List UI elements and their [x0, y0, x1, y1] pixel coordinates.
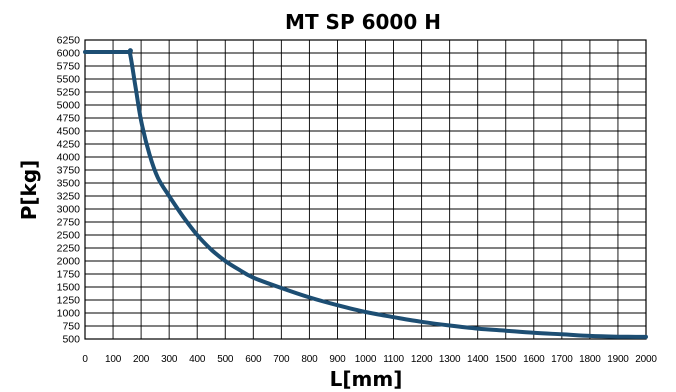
y-tick-label: 5250 [57, 87, 81, 99]
y-tick-label: 5500 [57, 74, 81, 86]
x-tick-label: 1500 [495, 354, 517, 365]
x-tick-label: 600 [245, 354, 262, 365]
y-tick-label: 4750 [57, 113, 81, 125]
grid [84, 39, 647, 340]
y-axis-label: P[kg] [17, 160, 41, 221]
x-tick-label: 1400 [467, 354, 489, 365]
x-tick-label: 500 [217, 354, 234, 365]
x-tick-label: 1300 [439, 354, 461, 365]
x-tick-label: 100 [105, 354, 122, 365]
x-tick-label: 1000 [355, 354, 377, 365]
y-tick-label: 3000 [57, 204, 81, 216]
y-tick-label: 500 [62, 334, 80, 346]
y-tick-label: 6000 [57, 48, 81, 60]
x-tick-label: 800 [301, 354, 318, 365]
series-group [83, 48, 648, 339]
y-tick-label: 1000 [57, 308, 81, 320]
y-tick-label: 4000 [57, 152, 81, 164]
x-tick-label: 200 [133, 354, 150, 365]
x-tick-label: 400 [189, 354, 206, 365]
y-tick-label: 4250 [57, 139, 81, 151]
y-tick-label: 3250 [57, 191, 81, 203]
x-tick-label: 300 [161, 354, 178, 365]
y-tick-label: 1250 [57, 295, 81, 307]
y-tick-label: 3750 [57, 165, 81, 177]
y-tick-label: 2750 [57, 217, 81, 229]
plot-frame [84, 39, 647, 340]
y-tick-label: 4500 [57, 126, 81, 138]
y-tick-label: 1500 [57, 282, 81, 294]
x-tick-label: 900 [329, 354, 346, 365]
y-tick-labels: 5007501000125015001750200022502500275030… [57, 35, 81, 346]
y-tick-label: 6250 [57, 35, 81, 47]
y-tick-label: 2250 [57, 243, 81, 255]
x-tick-label: 700 [273, 354, 290, 365]
x-axis-label: L[mm] [330, 367, 403, 391]
x-tick-label: 0 [82, 354, 88, 365]
y-tick-label: 2500 [57, 230, 81, 242]
x-tick-label: 1900 [607, 354, 629, 365]
x-tick-label: 1600 [523, 354, 545, 365]
y-tick-label: 5000 [57, 100, 81, 112]
x-tick-labels: 0 100 200 300 400 500 600 700 800 900 1000 1100 1200… [82, 354, 657, 365]
x-tick-label: 2000 [635, 354, 657, 365]
x-tick-label: 1100 [383, 354, 404, 365]
y-tick-label: 2000 [57, 256, 81, 268]
y-tick-label: 5750 [57, 61, 81, 73]
y-tick-label: 3500 [57, 178, 81, 190]
y-tick-label: 1750 [57, 269, 81, 281]
x-tick-label: 1800 [579, 354, 601, 365]
series-line [83, 48, 648, 339]
x-tick-label: 1200 [411, 354, 433, 365]
chart-title: MT SP 6000 H [285, 10, 441, 34]
y-tick-label: 750 [62, 321, 80, 333]
x-tick-label: 1700 [551, 354, 573, 365]
